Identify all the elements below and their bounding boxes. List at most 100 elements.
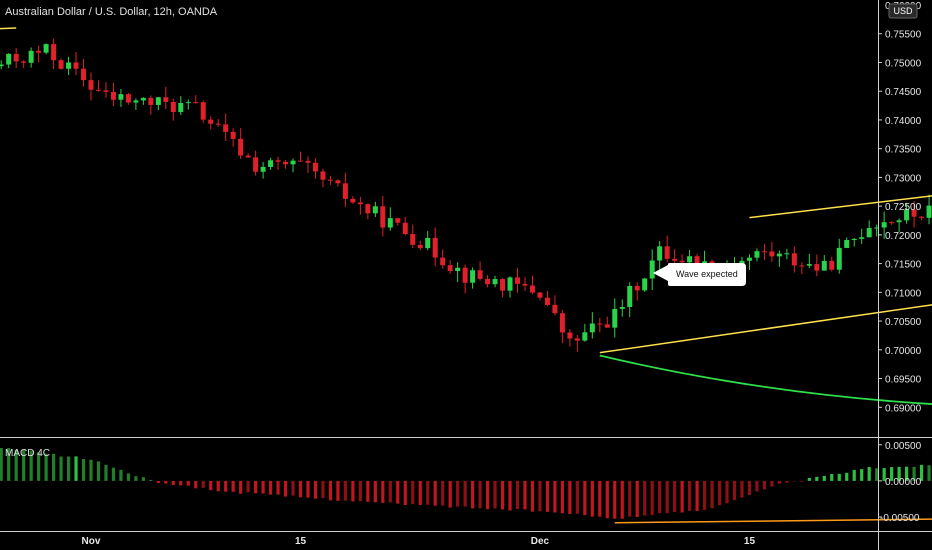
macd-tick-label: 0.00000 (885, 477, 922, 488)
time-tick-label: 15 (744, 536, 756, 547)
macd-divergence-line[interactable] (614, 513, 932, 524)
macd-bar (485, 480, 490, 510)
macd-bar (358, 480, 362, 502)
trendline[interactable] (749, 166, 932, 219)
candle-body (597, 323, 603, 325)
macd-bar (523, 480, 527, 510)
candle-body (455, 267, 461, 272)
macd-label: MACD 4C (5, 448, 50, 459)
macd-bar (650, 480, 654, 516)
candle-body (754, 251, 760, 258)
candle-body (911, 209, 917, 217)
candle (492, 275, 498, 288)
candle-body (522, 283, 528, 286)
candle-body (58, 60, 64, 69)
macd-pane[interactable] (0, 443, 932, 524)
candle (814, 254, 820, 277)
macd-bar (268, 480, 273, 495)
candle-body (245, 155, 251, 158)
candle-body (799, 265, 805, 267)
candle (612, 298, 618, 338)
macd-bar (463, 480, 467, 507)
candle-body (73, 62, 79, 69)
macd-bar (538, 480, 542, 512)
candle (559, 310, 565, 344)
trendline[interactable] (599, 275, 932, 354)
candle-body (672, 258, 678, 261)
candle-body (634, 285, 640, 291)
candle (350, 196, 356, 204)
candle-body (821, 260, 827, 271)
candle (298, 151, 304, 162)
candle (470, 267, 476, 289)
macd-bar (7, 448, 11, 481)
candle (761, 244, 767, 261)
macd-bar (276, 480, 280, 495)
candle-body (425, 237, 431, 249)
candle (88, 72, 94, 101)
candle (432, 227, 438, 267)
price-tick-label: 0.71500 (885, 260, 922, 271)
macd-bar (171, 480, 175, 485)
macd-bar (897, 466, 901, 481)
candle (6, 53, 12, 69)
candle (43, 43, 49, 55)
macd-bar (560, 480, 564, 514)
candle (238, 128, 244, 159)
candle-body (440, 257, 446, 266)
macd-bar (59, 456, 63, 481)
candle-body (387, 218, 393, 228)
candle-body (402, 222, 408, 234)
candle-body (395, 218, 401, 223)
price-tick-label: 0.74000 (885, 116, 922, 127)
currency-badge-bg (888, 3, 918, 19)
macd-bar (194, 480, 198, 489)
candle (911, 200, 917, 228)
candle (365, 203, 371, 220)
wave-expected-note[interactable]: Wave expected (653, 263, 746, 286)
candle (769, 242, 775, 262)
candle (515, 268, 521, 293)
macd-bar (515, 480, 520, 509)
macd-bar (852, 470, 856, 481)
candle (275, 156, 281, 170)
macd-bar (246, 480, 250, 493)
macd-bar (306, 480, 310, 498)
currency-badge[interactable]: USD (888, 3, 918, 19)
time-axis[interactable]: 18Nov15Dec15202217Feb15Mar15Apr15 (0, 536, 932, 547)
macd-bar (822, 475, 826, 481)
macd-bar (201, 480, 205, 488)
macd-bar (291, 480, 295, 496)
candle-body (567, 332, 573, 339)
candle-body (327, 179, 333, 181)
candle-body (776, 253, 782, 257)
candle (799, 262, 805, 274)
candle (305, 156, 311, 174)
candle-body (200, 102, 206, 120)
candle (604, 316, 610, 328)
candle-body (81, 68, 87, 81)
candle (118, 88, 124, 108)
candle-body (477, 270, 483, 279)
time-tick-label: 15 (295, 536, 307, 547)
macd-bar (740, 480, 744, 498)
macd-bar (830, 474, 834, 481)
price-tick-label: 0.70500 (885, 317, 922, 328)
candle-body (410, 233, 416, 245)
arc-arrow-bottom[interactable] (599, 354, 932, 409)
macd-bar (44, 453, 48, 481)
candle (402, 216, 408, 236)
candle (904, 202, 910, 224)
candle (230, 128, 236, 147)
candle (110, 82, 116, 106)
macd-bar (37, 452, 41, 481)
candle-body (21, 61, 27, 63)
price-pane[interactable] (0, 27, 932, 409)
macd-bar (396, 480, 400, 504)
candle-body (238, 138, 244, 156)
candle-body (163, 97, 169, 102)
macd-bar (530, 480, 535, 512)
macd-bar (141, 477, 145, 481)
